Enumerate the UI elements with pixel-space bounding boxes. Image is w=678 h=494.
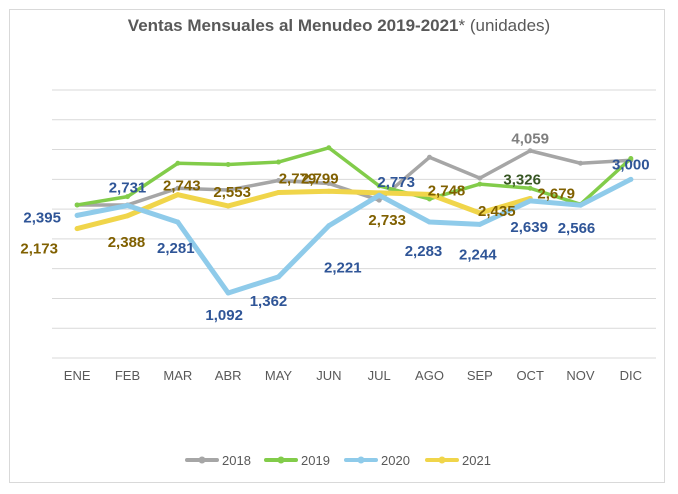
legend-label-2019: 2019 — [301, 453, 330, 468]
x-tick-label: SEP — [467, 368, 493, 383]
data-point-2019 — [74, 202, 80, 208]
data-label: 2,799 — [301, 170, 339, 187]
data-point-2019 — [125, 194, 130, 200]
data-point-2020 — [628, 176, 634, 182]
data-label: 2,244 — [459, 246, 497, 263]
x-axis-ticks: ENE FEB MAR ABR MAY JUN JUL AGO SEP OCT NOV DIC — [64, 368, 642, 383]
data-point-2018 — [477, 175, 483, 181]
data-label: 2,221 — [324, 260, 362, 277]
data-point-2020 — [427, 219, 432, 225]
data-point-2018 — [427, 154, 432, 160]
data-label: 3,326 — [503, 171, 541, 188]
data-point-2020 — [477, 221, 483, 227]
legend-marker-2020 — [357, 456, 365, 464]
data-label: 2,639 — [510, 219, 548, 236]
x-tick-label: JUN — [316, 368, 341, 383]
data-labels: 4,059 3,326 2,395 2,731 2,281 1,092 1,362 2,221… — [20, 131, 649, 324]
data-label: 4,059 — [511, 131, 549, 148]
data-point-2020 — [276, 274, 281, 280]
series-line-2019 — [75, 146, 633, 207]
data-label: 2,435 — [478, 203, 516, 220]
data-point-2020 — [225, 290, 231, 296]
series-line-2021 — [74, 188, 533, 232]
x-tick-label: MAR — [163, 368, 192, 383]
x-tick-label: DIC — [620, 368, 642, 383]
data-label: 2,281 — [157, 240, 195, 257]
legend-label-2021: 2021 — [462, 453, 491, 468]
legend-marker-2018 — [198, 456, 206, 464]
data-label: 2,748 — [428, 182, 466, 199]
data-point-2019 — [628, 155, 634, 161]
data-label: 2,395 — [23, 209, 61, 226]
data-point-2020 — [527, 198, 533, 204]
data-point-2019 — [527, 185, 533, 191]
x-tick-label: JUL — [368, 368, 391, 383]
x-tick-label: FEB — [115, 368, 140, 383]
chart-frame — [9, 9, 665, 483]
x-tick-label: NOV — [566, 368, 595, 383]
data-label: 2,566 — [558, 220, 596, 237]
data-point-2019 — [225, 161, 231, 167]
data-point-2020 — [175, 219, 181, 225]
data-point-2021 — [74, 226, 80, 232]
x-tick-label: AGO — [415, 368, 444, 383]
data-point-2020 — [376, 192, 382, 198]
data-point-2020 — [578, 202, 583, 208]
data-point-2020 — [125, 203, 130, 209]
data-point-2021 — [477, 210, 483, 216]
data-point-2019 — [477, 181, 483, 187]
chart-title-main: Ventas Mensuales al Menudeo 2019-2021 — [127, 16, 459, 35]
data-point-2019 — [326, 145, 332, 151]
data-point-2018 — [175, 185, 181, 191]
data-point-2019 — [175, 160, 181, 166]
data-label: 2,773 — [377, 174, 415, 191]
legend-marker-2019 — [277, 456, 285, 464]
legend-marker-2021 — [438, 456, 446, 464]
legend: 2018 2019 2020 2021 — [185, 453, 491, 468]
series-lines — [74, 145, 634, 296]
x-tick-label: OCT — [516, 368, 544, 383]
legend-label-2018: 2018 — [222, 453, 251, 468]
data-point-2021 — [326, 188, 332, 194]
data-label: 2,679 — [537, 185, 575, 202]
data-point-2018 — [376, 197, 382, 203]
data-point-2018 — [326, 181, 332, 187]
x-tick-label: ABR — [215, 368, 242, 383]
data-point-2020 — [74, 212, 80, 218]
data-label: 2,733 — [368, 212, 406, 229]
data-label: 2,731 — [109, 180, 147, 197]
data-point-2018 — [276, 178, 281, 184]
data-label: 2,743 — [163, 178, 201, 195]
data-label: 1,362 — [250, 293, 288, 310]
chart-title: Ventas Mensuales al Menudeo 2019-2021* (… — [0, 16, 678, 36]
data-point-2021 — [276, 189, 281, 195]
legend-label-2020: 2020 — [381, 453, 410, 468]
data-point-2021 — [427, 191, 432, 197]
data-label: 2,779 — [279, 170, 317, 187]
data-point-2019 — [276, 159, 281, 165]
data-label: 2,553 — [213, 184, 251, 201]
data-point-2021 — [125, 213, 130, 219]
data-point-2021 — [175, 192, 181, 198]
gridlines — [52, 89, 656, 359]
series-line-2020 — [74, 176, 634, 296]
data-point-2020 — [326, 223, 332, 229]
x-tick-label: MAY — [265, 368, 293, 383]
data-point-2019 — [427, 196, 432, 202]
x-tick-label: ENE — [64, 368, 91, 383]
data-label: 1,092 — [205, 307, 243, 324]
data-point-2018 — [578, 160, 583, 166]
chart-title-suffix: * (unidades) — [458, 16, 551, 35]
data-point-2018 — [527, 148, 533, 154]
data-label: 3,000 — [612, 156, 650, 173]
data-point-2021 — [225, 203, 231, 209]
data-label: 2,283 — [405, 243, 443, 260]
data-point-2018 — [225, 187, 231, 193]
data-point-2019 — [376, 183, 382, 189]
data-label: 2,173 — [20, 241, 58, 258]
data-label: 2,388 — [108, 234, 146, 251]
